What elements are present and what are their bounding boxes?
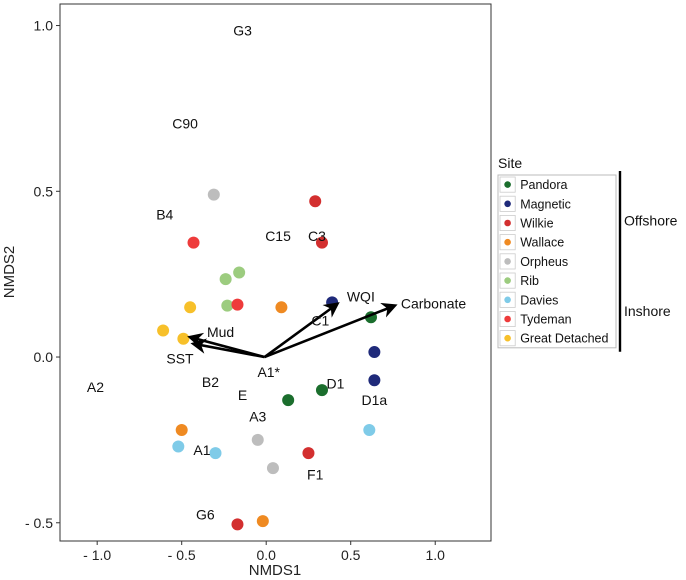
label-d1: D1 (327, 376, 345, 392)
point-wallace (257, 515, 269, 527)
group-label-inshore: Inshore (624, 303, 671, 319)
label-a1: A1 (193, 442, 210, 458)
label-d1a: D1a (362, 392, 388, 408)
nmds-chart: - 1.0 - 0.5 0.0 0.5 1.0 1.0 0.5 0.0 - 0.5 G3 C90… (0, 0, 686, 580)
legend-swatch-orpheus (504, 258, 511, 265)
legend-swatch-wilkie (504, 220, 511, 227)
point-magnetic (368, 374, 380, 386)
legend-label-orpheus: Orpheus (520, 255, 568, 269)
x-tick-label: 1.0 (425, 547, 445, 563)
x-axis-title: NMDS1 (249, 562, 302, 579)
point-orpheus (252, 434, 264, 446)
point-great-detached (157, 325, 169, 337)
point-rib (233, 267, 245, 279)
legend-swatch-great-detached (504, 335, 511, 342)
label-sst: SST (166, 351, 194, 367)
legend: Site Pandora Magnetic Wilkie Wallace Orpheus… (498, 155, 678, 352)
point-orpheus (208, 189, 220, 201)
legend-swatch-wallace (504, 239, 511, 246)
x-tick-label: 0.0 (256, 547, 276, 563)
point-rib (220, 273, 232, 285)
legend-label-davies: Davies (520, 293, 558, 307)
point-wilkie (302, 447, 314, 459)
label-mud: Mud (207, 324, 234, 340)
plot-panel (60, 4, 491, 541)
point-wilkie (231, 518, 243, 530)
point-great-detached (177, 333, 189, 345)
legend-title: Site (498, 155, 522, 171)
label-a2: A2 (87, 379, 104, 395)
label-a3: A3 (249, 409, 266, 425)
label-g3: G3 (233, 23, 252, 39)
point-great-detached (184, 301, 196, 313)
point-tydeman (231, 299, 243, 311)
group-label-offshore: Offshore (624, 213, 678, 229)
point-wallace (176, 424, 188, 436)
point-rib (221, 300, 233, 312)
point-orpheus (267, 462, 279, 474)
legend-swatch-magnetic (504, 201, 511, 208)
legend-label-magnetic: Magnetic (520, 197, 571, 211)
label-e: E (238, 387, 247, 403)
point-magnetic (368, 346, 380, 358)
point-davies (363, 424, 375, 436)
point-tydeman (188, 237, 200, 249)
point-pandora (282, 394, 294, 406)
legend-swatch-pandora (504, 181, 511, 188)
point-wallace (275, 301, 287, 313)
label-c15: C15 (265, 228, 291, 244)
y-tick-label: 0.0 (34, 349, 54, 365)
label-g6: G6 (196, 506, 215, 522)
label-a1: A1* (257, 364, 280, 380)
x-tick-label: - 1.0 (83, 547, 111, 563)
label-b4: B4 (156, 206, 173, 222)
y-axis: 1.0 0.5 0.0 - 0.5 (25, 18, 60, 531)
label-c90: C90 (172, 115, 198, 131)
legend-swatch-davies (504, 297, 511, 304)
point-davies (209, 447, 221, 459)
label-f1: F1 (307, 467, 324, 483)
legend-label-tydeman: Tydeman (520, 313, 571, 327)
point-davies (172, 441, 184, 453)
label-c3: C3 (308, 228, 326, 244)
label-wqi: WQI (347, 289, 375, 305)
y-tick-label: 0.5 (34, 183, 54, 199)
label-c1: C1 (311, 313, 329, 329)
legend-swatch-tydeman (504, 316, 511, 323)
label-b2: B2 (202, 374, 219, 390)
x-tick-label: 0.5 (341, 547, 361, 563)
legend-label-rib: Rib (520, 274, 539, 288)
x-axis: - 1.0 - 0.5 0.0 0.5 1.0 (83, 541, 445, 563)
legend-label-pandora: Pandora (520, 178, 567, 192)
legend-swatch-rib (504, 277, 511, 284)
y-axis-title: NMDS2 (1, 246, 18, 299)
y-tick-label: 1.0 (34, 18, 54, 34)
legend-label-wilkie: Wilkie (520, 217, 553, 231)
legend-label-great-detached: Great Detached (520, 332, 608, 346)
legend-label-wallace: Wallace (520, 236, 564, 250)
y-tick-label: - 0.5 (25, 515, 53, 531)
label-carbonate: Carbonate (401, 295, 467, 311)
point-wilkie (309, 195, 321, 207)
x-tick-label: - 0.5 (168, 547, 196, 563)
